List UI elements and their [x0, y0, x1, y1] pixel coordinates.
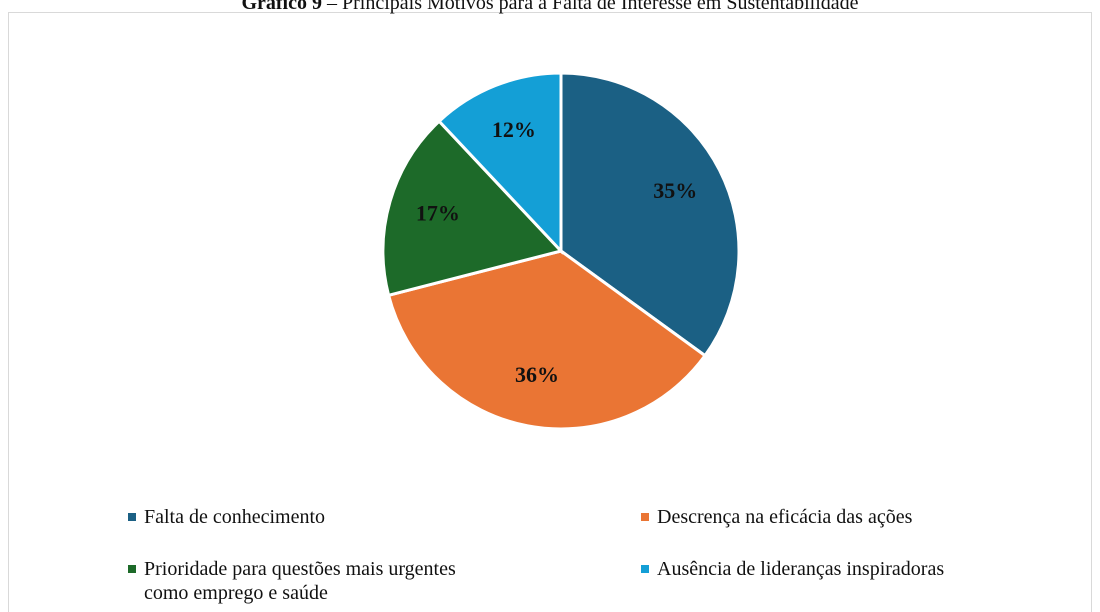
pie-slice [386, 249, 708, 431]
pie-slice [437, 71, 563, 255]
title-label: Gráfico 9 [241, 0, 322, 14]
legend-swatch [641, 565, 649, 573]
data-label: 12% [492, 117, 536, 142]
data-label: 17% [416, 200, 460, 225]
legend-item: Falta de conhecimento [128, 505, 464, 529]
chart-title: Gráfico 9 – Principais Motivos para a Fa… [0, 0, 1100, 15]
legend-item: Ausência de lideranças inspiradoras [641, 557, 1077, 581]
legend-label: Falta de conhecimento [144, 506, 326, 528]
legend-swatch [128, 565, 136, 573]
legend-item: Descrença na eficácia das ações [641, 505, 1077, 529]
data-label: 35% [653, 178, 697, 203]
legend-label: Prioridade para questões mais urgentes c… [144, 558, 456, 604]
legend-item: Prioridade para questões mais urgentes c… [128, 557, 464, 605]
pie-slice [559, 71, 741, 358]
data-label: 36% [515, 362, 559, 387]
legend-label: Ausência de lideranças inspiradoras [657, 558, 945, 580]
legend-label: Descrença na eficácia das ações [657, 506, 913, 528]
legend-swatch [128, 513, 136, 521]
title-text: – Principais Motivos para a Falta de Int… [326, 0, 859, 14]
legend-swatch [641, 513, 649, 521]
pie-slice [381, 119, 564, 298]
